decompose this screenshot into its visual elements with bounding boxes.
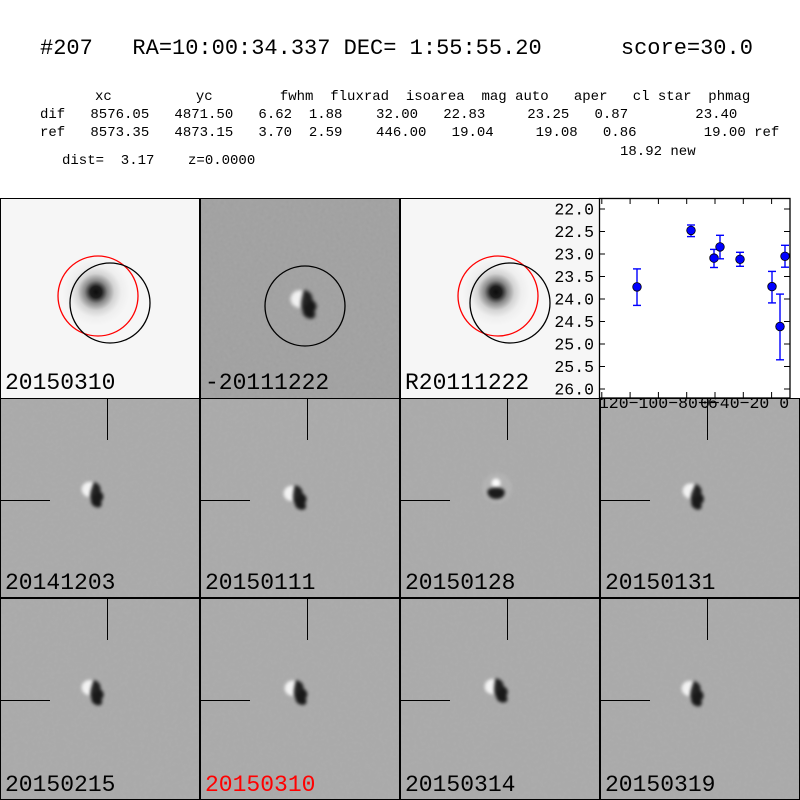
svg-text:22.5: 22.5 bbox=[554, 223, 594, 242]
svg-text:25.5: 25.5 bbox=[554, 358, 594, 377]
svg-text:25.0: 25.0 bbox=[554, 336, 594, 355]
svg-text:23.5: 23.5 bbox=[554, 268, 594, 287]
svg-text:24.5: 24.5 bbox=[554, 313, 594, 332]
svg-text:22.0: 22.0 bbox=[554, 201, 594, 220]
svg-text:26.0: 26.0 bbox=[554, 381, 594, 400]
svg-text:23.0: 23.0 bbox=[554, 246, 594, 265]
svg-text:24.0: 24.0 bbox=[554, 291, 594, 310]
